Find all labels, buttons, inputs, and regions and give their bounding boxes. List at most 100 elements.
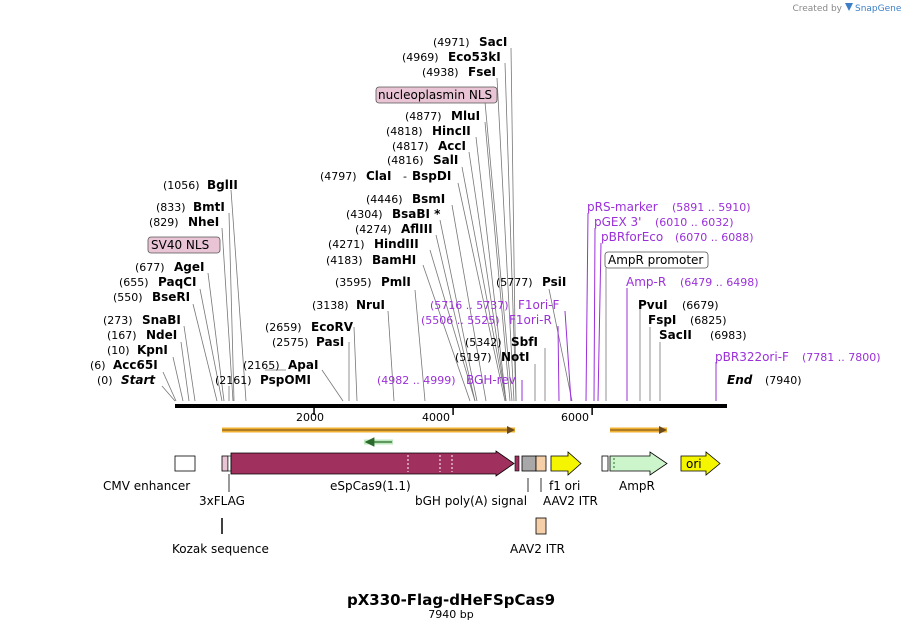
feature-label-3xflag: 3xFLAG (199, 494, 245, 508)
primer-name: pGEX 3' (594, 215, 641, 229)
enzyme-name: HindIII (374, 237, 419, 251)
enzyme-name: ApaI (288, 358, 318, 372)
feature-label-bgh-polya: bGH poly(A) signal (415, 494, 527, 508)
plasmid-length: 7940 bp (428, 608, 473, 621)
enzyme-name: HincII (432, 124, 471, 138)
enzyme-position: (655) (119, 276, 149, 289)
bgh-polya-feature (521, 455, 537, 472)
primer-name: pRS-marker (587, 200, 658, 214)
enzyme-position: (5777) (496, 276, 533, 289)
enzyme-position: (4274) (355, 223, 392, 236)
enzyme-position: (829) (149, 216, 179, 229)
feature-label-cmv-enhancer: CMV enhancer (103, 479, 190, 493)
enzyme-position: (4971) (433, 36, 470, 49)
cas9-feature (230, 450, 515, 477)
ruler-tick-label: 4000 (422, 411, 450, 424)
enzyme-position: (6983) (710, 329, 747, 342)
ruler (313, 408, 593, 415)
enzyme-name: SbfI (511, 335, 538, 349)
sv40-nls-box (147, 236, 221, 254)
enzyme-position: (4938) (422, 66, 459, 79)
enzyme-name: MluI (451, 109, 480, 123)
enzyme-position: (2165) (243, 359, 280, 372)
enzyme-position: (4969) (402, 51, 439, 64)
ampr-promoter-label: AmpR promoter (608, 253, 703, 267)
enzyme-position: (273) (103, 314, 133, 327)
enzyme-position: (2659) (265, 321, 302, 334)
enzyme-name: ClaI (366, 169, 391, 183)
ori-feature (680, 451, 721, 476)
ruler-tick-label: 6000 (561, 411, 589, 424)
cmv-enhancer-feature (174, 455, 196, 472)
primer-leader-lines (521, 212, 717, 402)
ampr-promoter-box (604, 251, 709, 269)
enzyme-position: (6679) (682, 299, 719, 312)
nucleoplasmin-nls-label: nucleoplasmin NLS (378, 88, 492, 102)
enzyme-position: (550) (113, 291, 143, 304)
enzyme-position: (5197) (455, 351, 492, 364)
enzyme-position: (833) (156, 201, 186, 214)
primer-name: Amp-R (626, 275, 666, 289)
enzyme-name: BamHI (372, 253, 416, 267)
feature-label-ampr: AmpR (619, 479, 655, 493)
enzyme-name: SnaBI (142, 313, 181, 327)
sv40-nls-feature (221, 455, 229, 472)
feature-label-kozak: Kozak sequence (172, 542, 269, 556)
enzyme-name: AccI (438, 139, 466, 153)
primer-range: (6010 .. 6032) (655, 216, 734, 229)
nucleoplasmin-nls-feature (514, 455, 520, 472)
primer-range: (6070 .. 6088) (675, 231, 754, 244)
primer-name: pBR322ori-F (715, 350, 789, 364)
enzyme-name: NdeI (146, 328, 177, 342)
enzyme-position: (4304) (346, 208, 383, 221)
enzyme-name: SacII (659, 328, 692, 342)
primer-name: BGH-rev (466, 373, 516, 387)
primer-range: (5506 .. 5525) (421, 314, 500, 327)
enzyme-name: FseI (468, 65, 496, 79)
enzyme-position: (4817) (392, 140, 429, 153)
nucleoplasmin-nls-box (375, 86, 498, 104)
start-label: Start (121, 373, 156, 387)
enzyme-position: (5342) (465, 336, 502, 349)
enzyme-name: PmlI (381, 275, 411, 289)
enzyme-position: (4816) (387, 154, 424, 167)
enzyme-name: SalI (433, 153, 458, 167)
enzyme-position: (2161) (215, 374, 252, 387)
end-label: End (727, 373, 753, 387)
enzyme-name: BspDI (412, 169, 451, 183)
aav2-itr-feature-2 (535, 517, 547, 535)
enzyme-separator: - (403, 170, 407, 183)
enzyme-name: BmtI (193, 200, 225, 214)
enzyme-name: Acc65I (113, 358, 158, 372)
primer-name: pBRforEco (601, 230, 663, 244)
enzyme-position: (10) (107, 344, 130, 357)
primer-range: (4982 .. 4999) (377, 374, 456, 387)
enzyme-name: BglII (207, 178, 238, 192)
primer-range: (5891 .. 5910) (672, 201, 751, 214)
enzyme-name: FspI (648, 313, 676, 327)
enzyme-position: (677) (135, 261, 165, 274)
enzyme-position: (4797) (320, 170, 357, 183)
sv40-nls-label: SV40 NLS (151, 238, 209, 252)
enzyme-name: EcoRV (311, 320, 354, 334)
primer-range: (5716 .. 5737) (430, 299, 509, 312)
enzyme-position: (6) (90, 359, 106, 372)
enzyme-position: (3595) (335, 276, 372, 289)
feature-label-cas9: eSpCas9(1.1) (330, 479, 411, 493)
enzyme-name: PvuI (638, 298, 668, 312)
enzyme-position: (3138) (312, 299, 349, 312)
aav2-itr-feature (535, 455, 547, 472)
enzyme-name: BseRI (152, 290, 190, 304)
enzyme-position: (4818) (386, 125, 423, 138)
enzyme-name: BsaBI * (392, 207, 441, 221)
ori-inner-label: ori (686, 457, 702, 471)
f1-ori-feature (550, 451, 582, 476)
enzyme-name: NheI (188, 215, 219, 229)
enzyme-name: NruI (356, 298, 385, 312)
enzyme-name: AflIII (401, 222, 433, 236)
watermark-brand: SnapGene (855, 4, 902, 14)
primer-name: F1ori-R (509, 313, 552, 327)
primer-range: (6479 .. 6498) (680, 276, 759, 289)
enzyme-name: PsiI (542, 275, 566, 289)
